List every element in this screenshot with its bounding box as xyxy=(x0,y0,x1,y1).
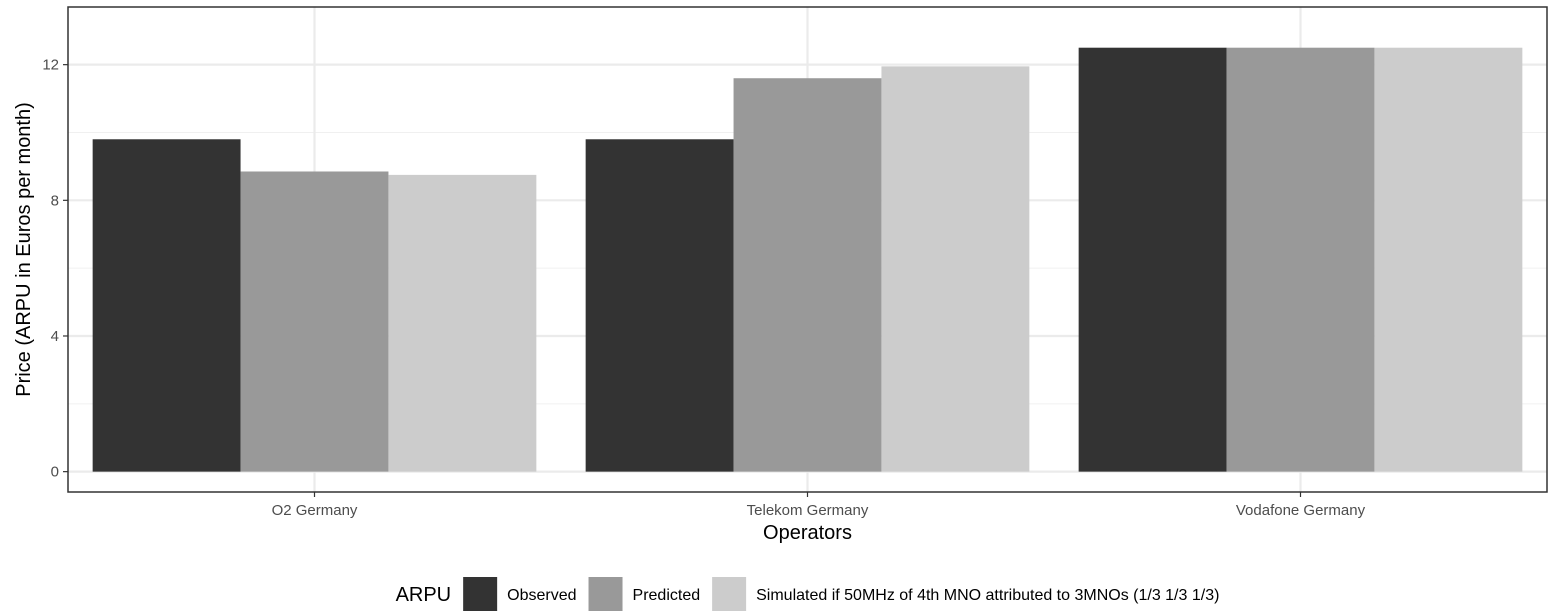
legend-key xyxy=(463,577,498,611)
bar xyxy=(585,139,734,472)
x-tick-label: Telekom Germany xyxy=(747,502,869,519)
bar xyxy=(881,66,1030,472)
y-axis-title: Price (ARPU in Euros per month) xyxy=(13,102,35,397)
bar xyxy=(1226,47,1375,472)
y-tick-label: 0 xyxy=(51,464,59,481)
legend-key xyxy=(712,577,747,611)
legend: ARPU Observed Predicted Simulated if 50MHz… xyxy=(396,577,1219,611)
y-tick-label: 8 xyxy=(51,192,59,209)
bar xyxy=(733,78,882,472)
legend-key xyxy=(588,577,623,611)
y-tick-label: 12 xyxy=(42,57,59,74)
bars xyxy=(92,47,1523,472)
y-axis: 0 4 8 12 xyxy=(42,57,68,481)
x-axis: O2 Germany Telekom Germany Vodafone German… xyxy=(272,492,1366,519)
y-tick-label: 4 xyxy=(51,328,59,345)
bar xyxy=(92,139,241,472)
x-tick-label: Vodafone Germany xyxy=(1236,502,1366,519)
legend-label: Simulated if 50MHz of 4th MNO attributed… xyxy=(756,587,1219,604)
legend-label: Predicted xyxy=(633,587,701,604)
bar xyxy=(388,174,537,472)
bar xyxy=(1374,47,1523,472)
legend-title: ARPU xyxy=(396,584,452,606)
legend-label: Observed xyxy=(507,587,576,604)
bar xyxy=(240,171,389,472)
bar xyxy=(1078,47,1227,472)
x-axis-title: Operators xyxy=(763,522,852,544)
x-tick-label: O2 Germany xyxy=(272,502,358,519)
